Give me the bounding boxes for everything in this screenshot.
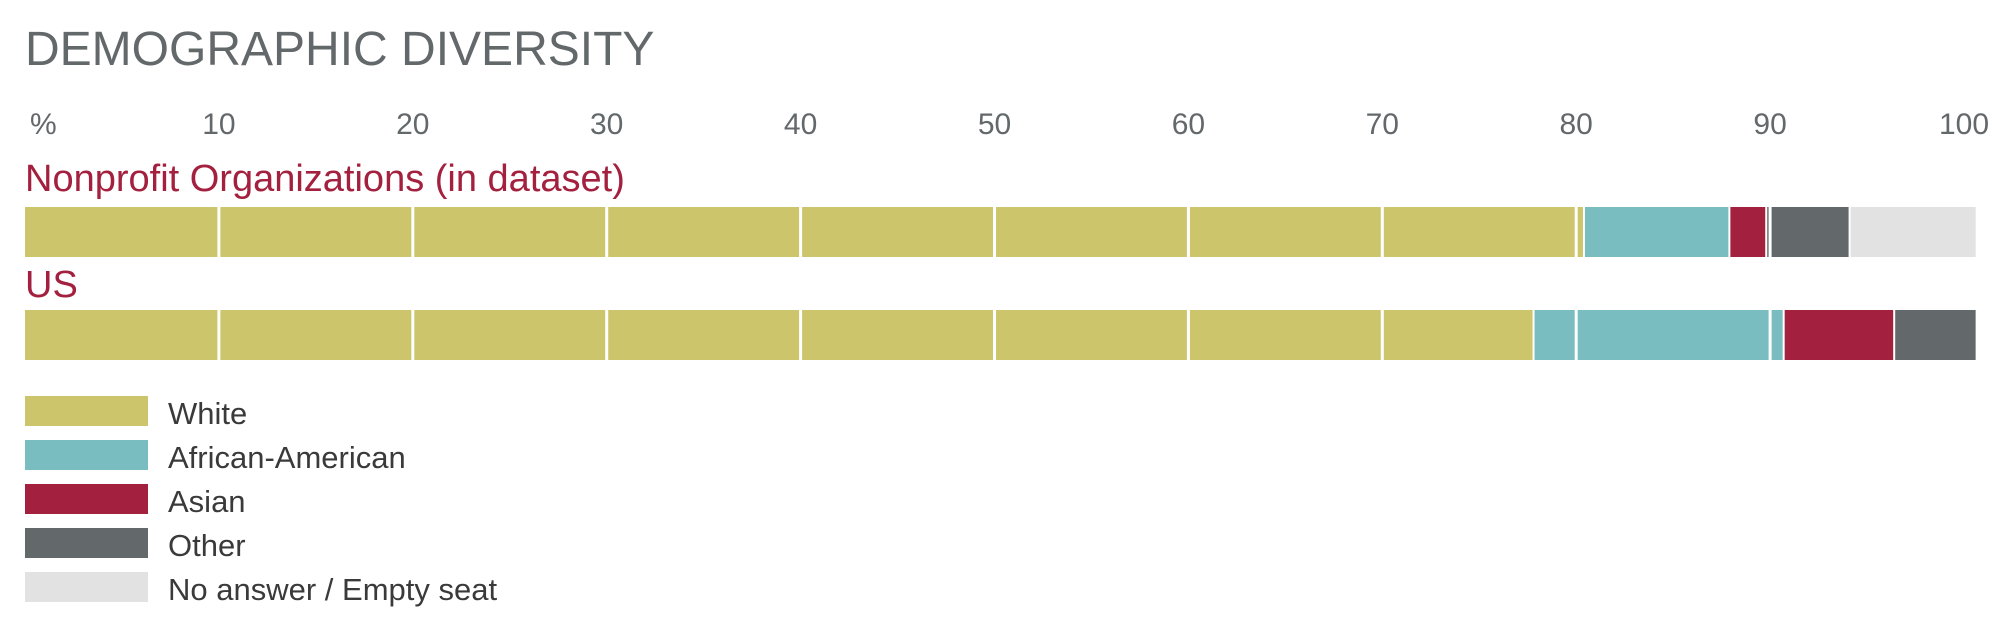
legend-label-other: Other (168, 528, 246, 563)
legend-swatch-african-american (25, 440, 148, 470)
x-tick-label: 40 (784, 108, 817, 141)
legend-label-white: White (168, 396, 247, 431)
x-tick-label: 10 (202, 108, 235, 141)
bar-segment-nonprofit-asian (1729, 207, 1767, 257)
bar-segment-nonprofit-no-answer-empty-seat (1849, 207, 1976, 257)
x-axis-ticks: 10 20 30 40 50 60 70 80 90 100 (202, 108, 1989, 141)
row-label-nonprofit: Nonprofit Organizations (in dataset) (25, 158, 625, 200)
grid-separator (217, 310, 221, 360)
grid-separator (217, 207, 221, 257)
bar-segment-nonprofit-african-american (1583, 207, 1730, 257)
legend-swatch-no-answer-empty-seat (25, 572, 148, 602)
grid-separator (1574, 207, 1578, 257)
bar-segment-nonprofit-white (25, 207, 1584, 257)
segment-separator (1782, 310, 1785, 360)
grid-separator (1186, 207, 1190, 257)
grid-separator (1380, 207, 1384, 257)
grid-separator (411, 310, 415, 360)
legend-swatch-other (25, 528, 148, 558)
legend-label-no-answer-empty-seat: No answer / Empty seat (168, 572, 497, 607)
legend-label-african-american: African-American (168, 440, 406, 475)
x-tick-label: 60 (1172, 108, 1205, 141)
grid-separator (411, 207, 415, 257)
grid-separator (799, 207, 803, 257)
grid-separator (799, 310, 803, 360)
legend-label-asian: Asian (168, 484, 246, 519)
grid-separator (605, 207, 609, 257)
x-tick-label: 20 (396, 108, 429, 141)
x-tick-label: 50 (978, 108, 1011, 141)
stacked-bars (25, 207, 1976, 360)
grid-separator (605, 310, 609, 360)
axis-unit-label: % (30, 108, 57, 141)
grid-separator (1768, 207, 1772, 257)
x-tick-label: 100 (1939, 108, 1989, 141)
grid-separator (1380, 310, 1384, 360)
bar-segment-us-asian (1783, 310, 1895, 360)
bar-segment-us-white (25, 310, 1534, 360)
segment-separator (1893, 310, 1896, 360)
chart-title: DEMOGRAPHIC DIVERSITY (25, 23, 654, 76)
grid-separator (1574, 310, 1578, 360)
segment-separator (1765, 207, 1768, 257)
segment-separator (1848, 207, 1851, 257)
row-label-us: US (25, 264, 78, 306)
legend: White African-American Asian Other No answer… (25, 396, 497, 607)
bar-segment-us-other (1894, 310, 1976, 360)
grid-separator (993, 310, 996, 360)
x-tick-label: 80 (1560, 108, 1593, 141)
legend-swatch-white (25, 396, 148, 426)
x-tick-label: 30 (590, 108, 623, 141)
segment-separator (1532, 310, 1535, 360)
grid-separator (1768, 310, 1772, 360)
segment-separator (1728, 207, 1731, 257)
x-tick-label: 70 (1366, 108, 1399, 141)
bar-segment-nonprofit-other (1766, 207, 1850, 257)
bar-segment-us-african-american (1533, 310, 1784, 360)
grid-separator (1186, 310, 1190, 360)
x-tick-label: 90 (1753, 108, 1786, 141)
grid-separator (993, 207, 996, 257)
legend-swatch-asian (25, 484, 148, 514)
segment-separator (1582, 207, 1585, 257)
